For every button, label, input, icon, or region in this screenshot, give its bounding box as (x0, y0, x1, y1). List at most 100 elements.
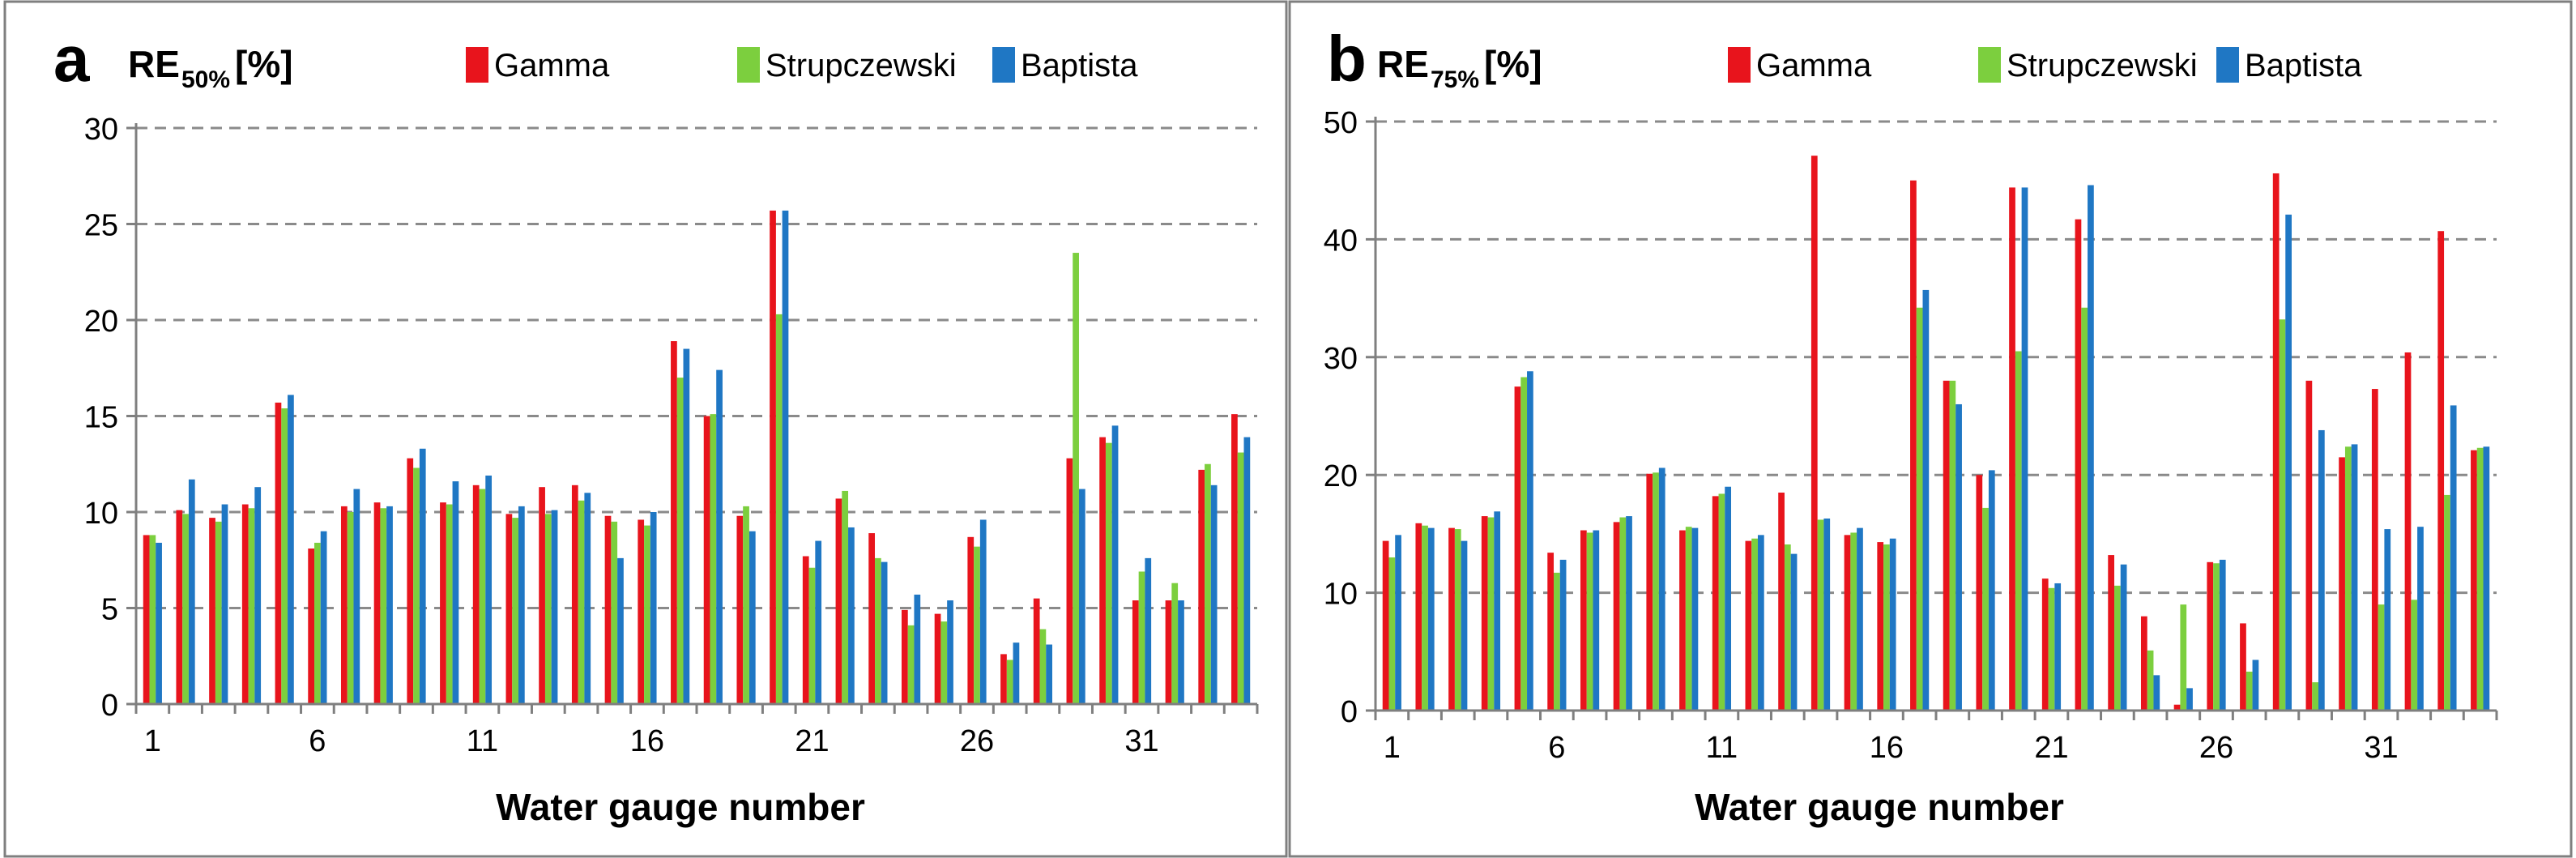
xtick-label-b-6: 6 (1548, 731, 1565, 765)
bar-a-baptista-27 (1013, 642, 1020, 704)
bar-b-baptista-33 (2450, 405, 2457, 711)
bar-b-gamma-22 (2075, 219, 2082, 711)
bar-a-gamma-19 (736, 515, 744, 704)
legend-swatch-a-strupczewski (737, 47, 760, 83)
bar-b-strupczewski-9 (1653, 472, 1659, 711)
bar-a-strupczewski-27 (1006, 660, 1013, 704)
bar-b-baptista-27 (2252, 660, 2259, 711)
bar-b-strupczewski-15 (1850, 532, 1857, 711)
ytick-label-b-30: 30 (1324, 342, 1358, 376)
bar-b-strupczewski-18 (1949, 380, 1956, 711)
xtick-label-b-31: 31 (2364, 731, 2398, 765)
y-title-sub-b: 75% (1431, 66, 1479, 93)
bar-a-baptista-13 (551, 510, 558, 704)
bar-a-gamma-2 (176, 510, 183, 704)
xaxis-title-b: Water gauge number (1695, 786, 2064, 828)
bar-a-strupczewski-26 (974, 546, 980, 704)
bar-b-baptista-28 (2285, 214, 2292, 711)
bar-b-gamma-3 (1448, 527, 1455, 711)
bar-a-baptista-31 (1145, 557, 1152, 704)
bar-b-strupczewski-6 (1554, 572, 1560, 711)
bar-a-strupczewski-12 (512, 518, 518, 704)
bar-b-gamma-28 (2272, 173, 2280, 711)
bar-b-gamma-21 (2041, 578, 2049, 711)
bar-a-strupczewski-24 (907, 625, 915, 704)
bar-a-baptista-9 (419, 448, 426, 704)
bar-a-strupczewski-25 (940, 621, 948, 704)
bar-b-baptista-7 (1593, 530, 1600, 711)
bar-b-gamma-34 (2471, 450, 2477, 711)
bar-b-strupczewski-25 (2180, 604, 2187, 711)
bar-a-strupczewski-18 (710, 414, 717, 704)
panel-frame (1288, 0, 2573, 858)
bar-a-gamma-7 (340, 506, 348, 704)
bar-a-strupczewski-20 (775, 314, 783, 704)
bar-b-strupczewski-13 (1784, 544, 1791, 711)
bar-a-baptista-23 (881, 561, 888, 704)
legend-label-a-baptista: Baptista (1021, 48, 1138, 83)
ytick-label-a-10: 10 (84, 497, 118, 531)
bar-b-gamma-5 (1514, 386, 1521, 711)
bar-b-gamma-19 (1976, 475, 1983, 711)
bar-b-gamma-18 (1943, 380, 1950, 711)
y-title-tail-b: [%] (1484, 43, 1542, 85)
bar-a-gamma-29 (1066, 458, 1073, 704)
bar-a-baptista-22 (848, 527, 855, 704)
panel-a: 0 5 10 15 20 25 30 1 6 11 16 21 26 31 Water gauge numb… (3, 0, 1288, 858)
bar-a-baptista-26 (979, 519, 987, 704)
bar-b-strupczewski-26 (2213, 563, 2220, 711)
bar-b-baptista-15 (1857, 527, 1863, 711)
bar-b-baptista-24 (2153, 675, 2160, 711)
legend-swatch-b-gamma (1728, 47, 1751, 83)
bar-b-baptista-19 (1988, 470, 1995, 711)
bar-a-gamma-18 (703, 416, 710, 704)
bar-a-strupczewski-33 (1205, 463, 1211, 704)
bar-b-baptista-32 (2417, 527, 2424, 711)
bar-b-baptista-16 (1889, 538, 1896, 711)
bar-b-baptista-12 (1757, 535, 1764, 711)
bar-a-strupczewski-29 (1073, 253, 1079, 704)
bar-a-strupczewski-17 (676, 378, 684, 704)
bar-a-strupczewski-2 (182, 514, 189, 704)
bar-a-baptista-24 (914, 594, 921, 704)
bar-a-gamma-11 (472, 484, 480, 704)
bar-a-strupczewski-21 (808, 567, 816, 704)
bar-a-gamma-31 (1132, 600, 1139, 704)
ytick-label-b-50: 50 (1324, 106, 1358, 140)
ytick-label-b-40: 40 (1324, 224, 1358, 258)
bar-b-gamma-29 (2305, 380, 2313, 711)
bar-b-gamma-16 (1877, 542, 1884, 711)
bar-a-gamma-6 (308, 549, 315, 704)
bar-a-strupczewski-14 (578, 500, 585, 704)
bar-a-strupczewski-7 (347, 512, 354, 704)
ytick-label-a-0: 0 (101, 689, 118, 723)
xtick-label-b-16: 16 (1870, 731, 1904, 765)
bar-b-baptista-31 (2384, 529, 2391, 711)
bar-a-gamma-21 (802, 556, 809, 704)
bar-b-strupczewski-2 (1422, 525, 1428, 711)
bar-a-gamma-8 (373, 502, 381, 704)
bar-a-gamma-9 (407, 458, 414, 704)
bar-b-gamma-23 (2108, 555, 2115, 711)
bar-b-baptista-30 (2351, 444, 2358, 711)
ytick-label-b-20: 20 (1324, 459, 1358, 493)
legend-swatch-b-strupczewski (1978, 47, 2001, 83)
bar-b-strupczewski-12 (1751, 538, 1758, 711)
bar-b-gamma-33 (2437, 231, 2445, 711)
y-title-main-a: RE (128, 43, 180, 85)
bar-b-gamma-30 (2339, 457, 2345, 711)
ytick-label-a-30: 30 (84, 113, 118, 147)
bar-b-gamma-27 (2240, 623, 2246, 711)
bar-b-baptista-22 (2088, 185, 2094, 711)
bar-a-baptista-7 (353, 489, 360, 704)
bar-b-baptista-3 (1461, 540, 1468, 711)
bar-b-baptista-17 (1922, 289, 1930, 711)
bar-b-gamma-15 (1844, 535, 1851, 711)
bar-a-baptista-5 (288, 395, 294, 704)
y-title-b: RE 75% [%] (1377, 43, 1542, 93)
bar-a-strupczewski-10 (446, 504, 453, 704)
bar-a-gamma-23 (868, 533, 876, 704)
bar-a-gamma-24 (901, 609, 908, 704)
bar-b-baptista-10 (1691, 527, 1699, 711)
bar-b-gamma-32 (2404, 352, 2412, 711)
